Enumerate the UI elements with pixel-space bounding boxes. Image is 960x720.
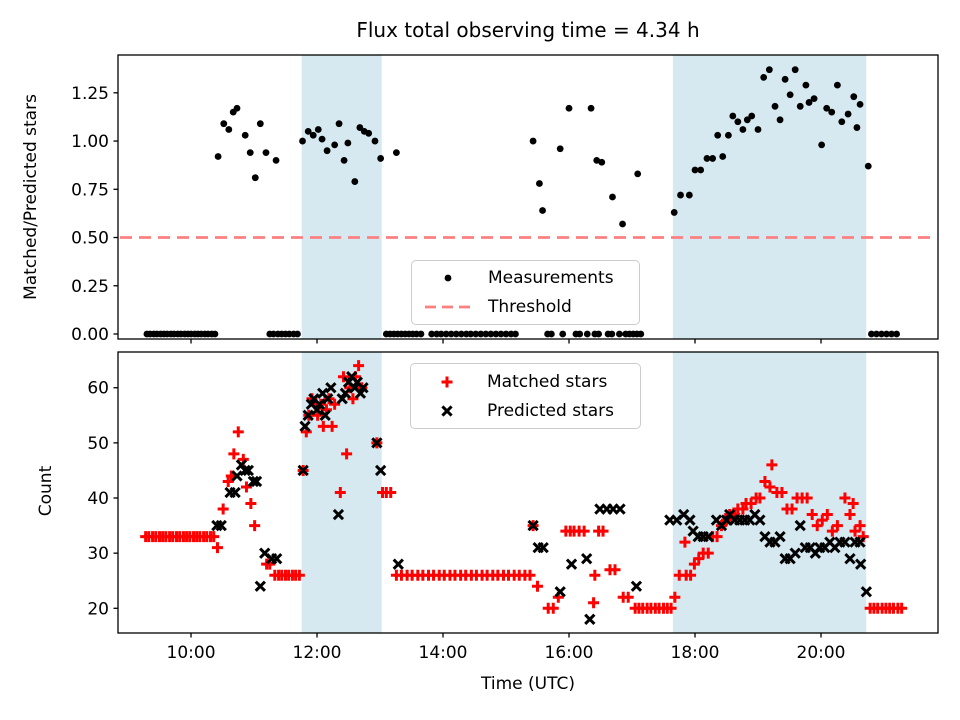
legend-bottom-panel: Matched stars Predicted stars xyxy=(410,363,641,429)
bottom-panel: 10:00 12:00 14:00 16:00 18:00 20:00 20 30 40 50 60 xyxy=(87,351,939,663)
y-tick-label: 0.25 xyxy=(71,277,109,297)
y-tick-label: 0.75 xyxy=(71,180,109,200)
shaded-band xyxy=(672,55,867,339)
y-tick-label: 60 xyxy=(87,379,109,399)
shaded-band xyxy=(301,55,382,339)
top-y-axis-label: Matched/Predicted stars xyxy=(21,94,41,300)
top-panel: 0.00 0.25 0.50 0.75 1.00 1.25 xyxy=(71,54,939,345)
legend-item-matched-stars: Matched stars xyxy=(421,367,632,396)
x-tick-label: 20:00 xyxy=(797,643,846,663)
series-matched-stars xyxy=(140,360,908,614)
legend-item-predicted-stars: Predicted stars xyxy=(421,396,632,425)
legend-item-threshold: Threshold xyxy=(422,293,631,322)
series-predicted-stars xyxy=(211,371,873,625)
x-tick-label: 16:00 xyxy=(545,643,594,663)
y-tick-label: 1.25 xyxy=(71,84,109,104)
x-tick-label: 14:00 xyxy=(419,643,468,663)
axes-spine xyxy=(117,54,939,340)
y-tick-label: 20 xyxy=(87,599,109,619)
axes-spine xyxy=(117,351,939,634)
bottom-y-axis-label: Count xyxy=(36,465,56,517)
legend-label-predicted-stars: Predicted stars xyxy=(487,400,614,421)
measurements-dot-icon xyxy=(422,268,474,288)
x-axis-label: Time (UTC) xyxy=(481,674,575,694)
shaded-band xyxy=(672,352,867,633)
y-tick-label: 50 xyxy=(87,434,109,454)
matched-stars-plus-icon xyxy=(421,372,473,392)
legend-label-measurements: Measurements xyxy=(488,268,614,289)
chart-title: Flux total observing time = 4.34 h xyxy=(356,18,700,42)
legend-item-measurements: Measurements xyxy=(422,264,631,293)
series-measurements xyxy=(143,66,901,338)
x-tick-label: 18:00 xyxy=(671,643,720,663)
y-tick-label: 0.00 xyxy=(71,325,109,345)
legend-label-threshold: Threshold xyxy=(488,296,572,317)
x-tick-label: 12:00 xyxy=(293,643,342,663)
legend-label-matched-stars: Matched stars xyxy=(487,371,608,392)
legend-top-panel: Measurements Threshold xyxy=(411,260,640,325)
y-tick-label: 0.50 xyxy=(71,229,109,249)
y-tick-label: 30 xyxy=(87,544,109,564)
y-tick-label: 40 xyxy=(87,489,109,509)
predicted-stars-cross-icon xyxy=(421,401,473,421)
y-tick-label: 1.00 xyxy=(71,132,109,152)
x-tick-label: 10:00 xyxy=(167,643,216,663)
threshold-dash-icon xyxy=(422,297,474,317)
